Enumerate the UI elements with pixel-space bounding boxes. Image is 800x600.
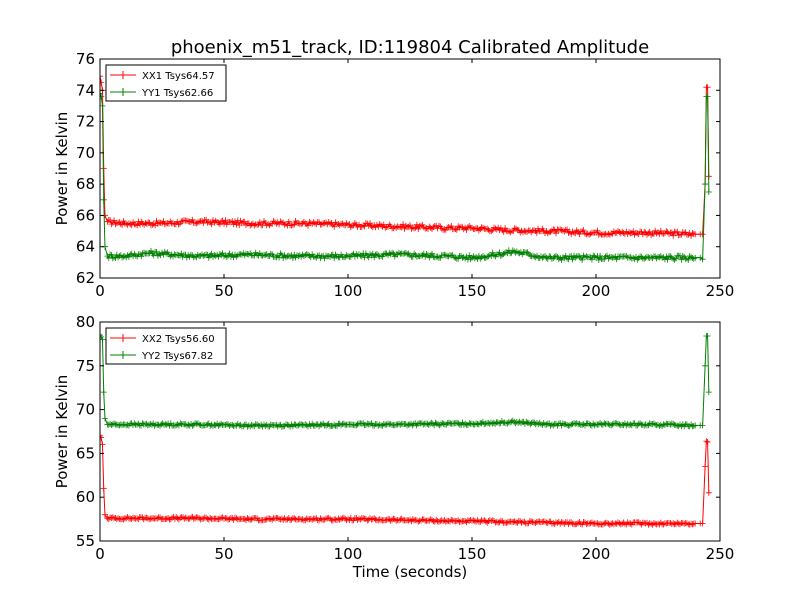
y-tick-label: 68	[76, 175, 95, 193]
legend: XX1 Tsys64.57 YY1 Tsys62.66	[105, 64, 227, 102]
y-axis-label: Power in Kelvin	[53, 375, 71, 489]
series-markers-0	[100, 432, 712, 528]
legend-label: XX2 Tsys56.60	[142, 334, 215, 345]
legend-marker	[119, 351, 127, 359]
y-tick-label: 64	[76, 238, 95, 256]
y-tick-label: 80	[76, 313, 95, 331]
legend-box	[105, 64, 227, 102]
series-markers-1	[100, 90, 712, 263]
legend-label: XX1 Tsys64.57	[142, 71, 215, 82]
legend-box	[105, 327, 227, 365]
figure-title: phoenix_m51_track, ID:119804 Calibrated …	[171, 37, 649, 58]
x-tick-label: 200	[582, 545, 611, 563]
series-red-line	[100, 73, 712, 239]
y-tick-label: 76	[76, 50, 95, 68]
bottom-plot: 0 50 100 150 200 250 55 60 65 70 75 80 Power in Kelv…	[53, 313, 734, 581]
axes-frame	[99, 321, 721, 542]
x-tick-label: 50	[214, 282, 233, 300]
legend-marker	[119, 334, 127, 342]
y-tick-label: 60	[76, 488, 95, 506]
x-tick-label: 150	[458, 282, 487, 300]
x-tick-label: 100	[334, 545, 363, 563]
legend-marker	[119, 71, 127, 79]
x-tick-label: 200	[582, 282, 611, 300]
top-plot: 0 50 100 150 200 250 62 64 66 68 70 72 74 76 Power in …	[53, 50, 734, 300]
x-tick-label: 100	[334, 282, 363, 300]
y-tick-label: 55	[76, 532, 95, 550]
y-tick-label: 62	[76, 269, 95, 287]
legend-label: YY1 Tsys62.66	[141, 88, 213, 99]
y-tick-label: 75	[76, 357, 95, 375]
legend-marker	[119, 88, 127, 96]
y-tick-label: 65	[76, 444, 95, 462]
series-green-line	[100, 332, 712, 430]
series-markers-1	[100, 332, 712, 430]
y-tick-label: 74	[76, 81, 95, 99]
legend: XX2 Tsys56.60 YY2 Tsys67.82	[105, 327, 227, 365]
series-red-line	[100, 432, 712, 528]
x-tick-label: 250	[706, 545, 735, 563]
x-tick-label: 150	[458, 545, 487, 563]
x-tick-label: 50	[214, 545, 233, 563]
legend-label: YY2 Tsys67.82	[141, 351, 213, 362]
x-tick-label: 0	[95, 282, 105, 300]
series-green-line	[100, 90, 712, 263]
x-tick-label: 250	[706, 282, 735, 300]
y-axis-label: Power in Kelvin	[53, 112, 71, 226]
y-tick-label: 72	[76, 113, 95, 131]
series-markers-0	[100, 73, 712, 239]
y-tick-label: 66	[76, 206, 95, 224]
axes-frame	[99, 58, 721, 279]
x-tick-label: 0	[95, 545, 105, 563]
y-tick-label: 70	[76, 401, 95, 419]
x-axis-label: Time (seconds)	[352, 563, 468, 581]
y-tick-label: 70	[76, 144, 95, 162]
